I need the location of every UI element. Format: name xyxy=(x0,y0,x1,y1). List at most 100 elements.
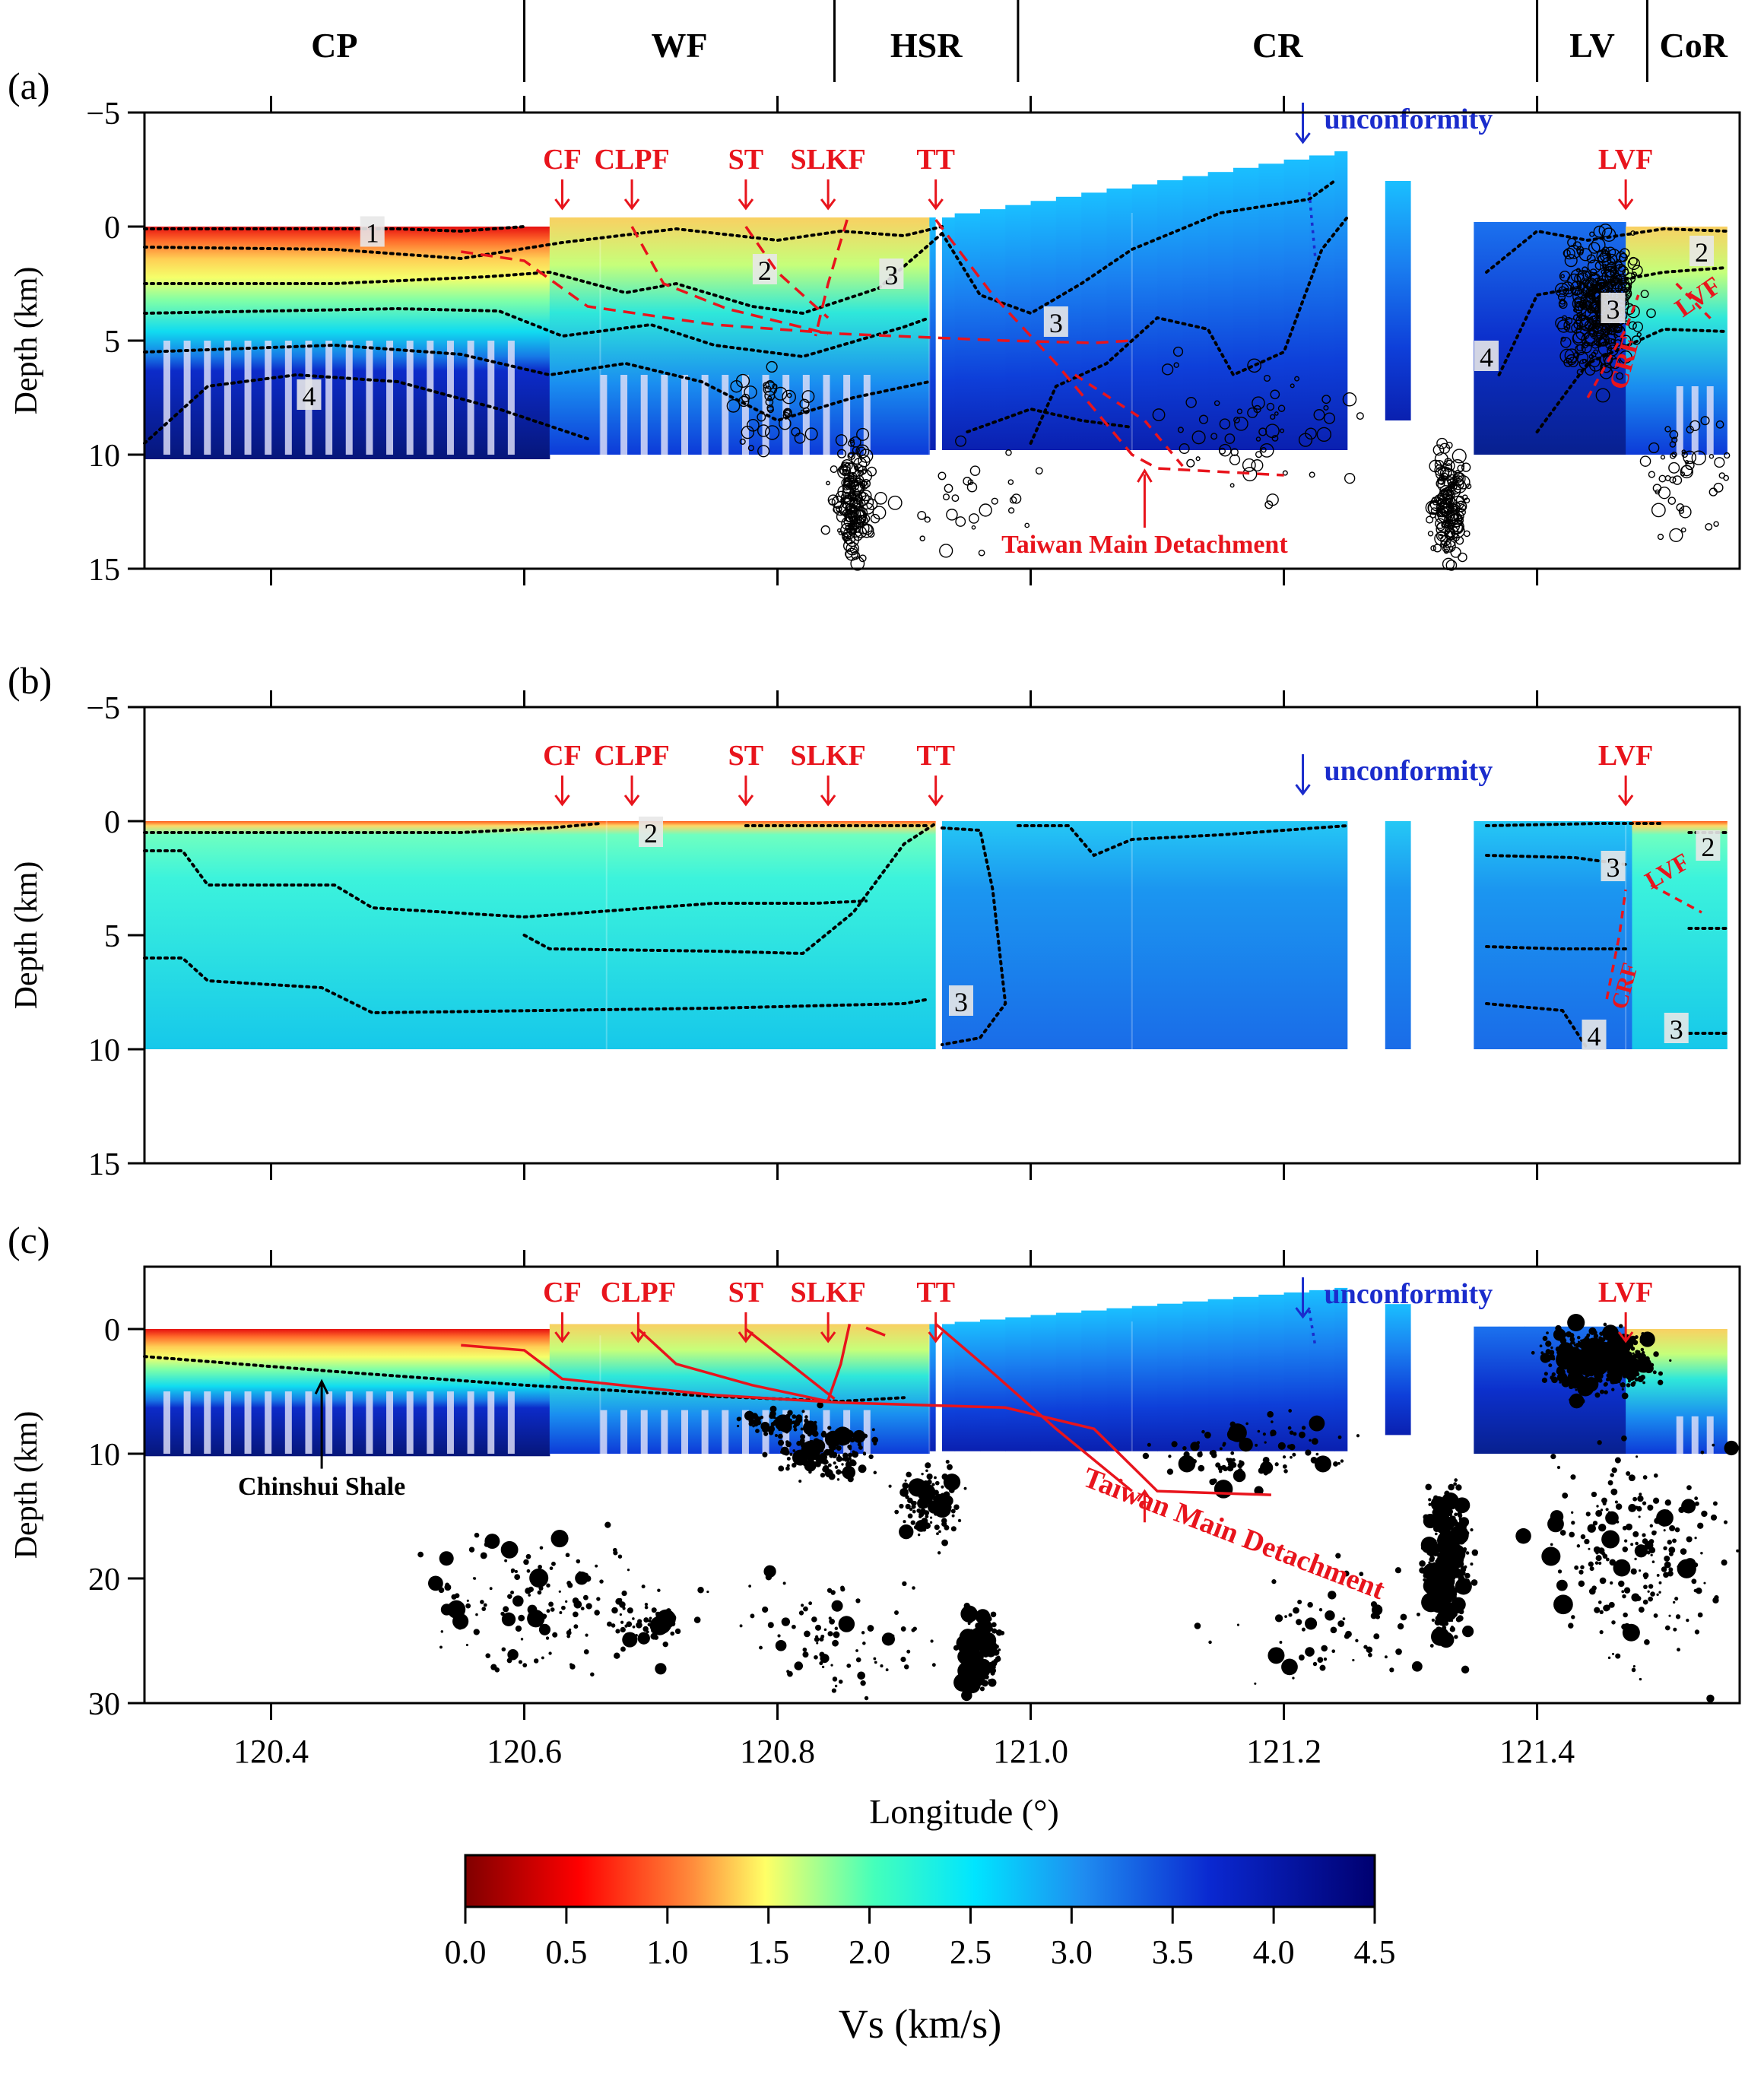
earthquake xyxy=(1556,1369,1563,1375)
earthquake xyxy=(1621,1435,1627,1442)
earthquake xyxy=(874,1661,877,1664)
earthquake xyxy=(841,1463,844,1466)
earthquake xyxy=(1630,1543,1634,1546)
earthquake xyxy=(874,491,887,505)
earthquake xyxy=(1442,1580,1446,1583)
earthquake xyxy=(778,1439,785,1446)
velocity-block xyxy=(1385,821,1411,1049)
earthquake xyxy=(1459,1537,1462,1541)
earthquake xyxy=(1627,257,1641,271)
earthquake xyxy=(966,1663,970,1668)
earthquake xyxy=(1254,1682,1257,1685)
earthquake xyxy=(1258,427,1267,436)
earthquake xyxy=(1564,348,1579,363)
earthquake xyxy=(1574,300,1585,311)
contour-label: 3 xyxy=(884,260,898,290)
earthquake xyxy=(860,480,868,487)
earthquake xyxy=(1560,337,1572,348)
earthquake xyxy=(1622,1546,1629,1553)
earthquake xyxy=(814,1432,818,1436)
earthquake xyxy=(1621,1392,1629,1400)
earthquake xyxy=(576,1559,581,1564)
earthquake xyxy=(945,1494,950,1499)
velocity-block xyxy=(1309,155,1335,450)
earthquake xyxy=(953,1645,960,1651)
earthquake xyxy=(1573,1372,1577,1375)
earthquake xyxy=(583,1572,589,1578)
fault-trace xyxy=(1074,373,1184,468)
earthquake xyxy=(1660,455,1666,460)
earthquake xyxy=(1288,1613,1293,1617)
earthquake xyxy=(1594,1341,1612,1359)
earthquake xyxy=(757,445,770,458)
earthquake xyxy=(1185,397,1197,408)
earthquake xyxy=(468,1546,475,1553)
earthquake xyxy=(599,1579,604,1584)
earthquake xyxy=(573,1600,582,1609)
resolution-mark xyxy=(823,1410,830,1454)
contour-label: 2 xyxy=(644,818,658,849)
earthquake xyxy=(974,1636,979,1641)
earthquake xyxy=(644,1605,649,1610)
earthquake xyxy=(1627,1379,1631,1383)
fault-label-st: ST xyxy=(728,740,763,772)
earthquake xyxy=(1571,1511,1574,1514)
earthquake xyxy=(1721,1559,1728,1566)
earthquake xyxy=(1179,443,1190,455)
contour-label: 2 xyxy=(1695,237,1708,268)
earthquakes xyxy=(726,224,1731,571)
resolution-mark xyxy=(681,1410,688,1454)
earthquake xyxy=(475,1613,478,1616)
earthquake xyxy=(840,1587,846,1592)
earthquake xyxy=(789,1452,793,1456)
earthquake xyxy=(792,1449,796,1452)
earthquake xyxy=(1190,1442,1200,1451)
earthquake xyxy=(651,1607,657,1613)
earthquake xyxy=(1650,1553,1653,1556)
vs-contour xyxy=(143,1355,906,1404)
y-tick-label: 10 xyxy=(88,1438,120,1473)
earthquake xyxy=(842,531,852,542)
earthquake xyxy=(483,1603,487,1607)
earthquake xyxy=(943,1509,950,1516)
earthquake xyxy=(736,1416,741,1422)
earthquake xyxy=(799,1438,805,1444)
earthquake xyxy=(1676,503,1685,512)
y-tick-label: 10 xyxy=(88,439,120,474)
shale-arrow xyxy=(314,1378,329,1469)
earthquake xyxy=(1594,1607,1601,1613)
earthquake xyxy=(1471,1549,1479,1556)
earthquake xyxy=(1577,1340,1581,1343)
earthquake xyxy=(904,1479,907,1482)
earthquake xyxy=(726,399,741,413)
earthquake xyxy=(944,1505,948,1509)
fault-trace xyxy=(826,1324,852,1401)
earthquake xyxy=(1194,1623,1201,1629)
earthquake xyxy=(792,1449,808,1466)
earthquake xyxy=(1458,1609,1464,1615)
earthquake xyxy=(1311,1438,1318,1445)
earthquake xyxy=(991,1628,998,1634)
earthquake xyxy=(1700,416,1710,426)
earthquake xyxy=(1279,1641,1283,1644)
fault-labels: CF CLPF ST SLKF TT LVF xyxy=(543,740,1653,807)
earthquake xyxy=(1452,1598,1458,1604)
earthquake xyxy=(815,1461,821,1467)
earthquake xyxy=(931,1493,934,1496)
earthquake xyxy=(944,1524,950,1531)
fault-label-lvf: LVF xyxy=(1598,144,1654,176)
earthquake xyxy=(1451,477,1464,490)
earthquake xyxy=(787,1425,792,1430)
earthquake xyxy=(844,1458,849,1462)
earthquake xyxy=(1620,282,1631,293)
earthquake xyxy=(978,1628,984,1634)
earthquake xyxy=(963,477,972,486)
earthquake xyxy=(975,1658,979,1661)
earthquake xyxy=(1355,1638,1359,1642)
velocity-block xyxy=(1651,227,1677,455)
earthquake xyxy=(960,1605,978,1623)
earthquake xyxy=(1427,500,1442,515)
earthquake xyxy=(1445,531,1455,541)
earthquake xyxy=(1588,1547,1591,1550)
earthquake xyxy=(1005,449,1012,456)
